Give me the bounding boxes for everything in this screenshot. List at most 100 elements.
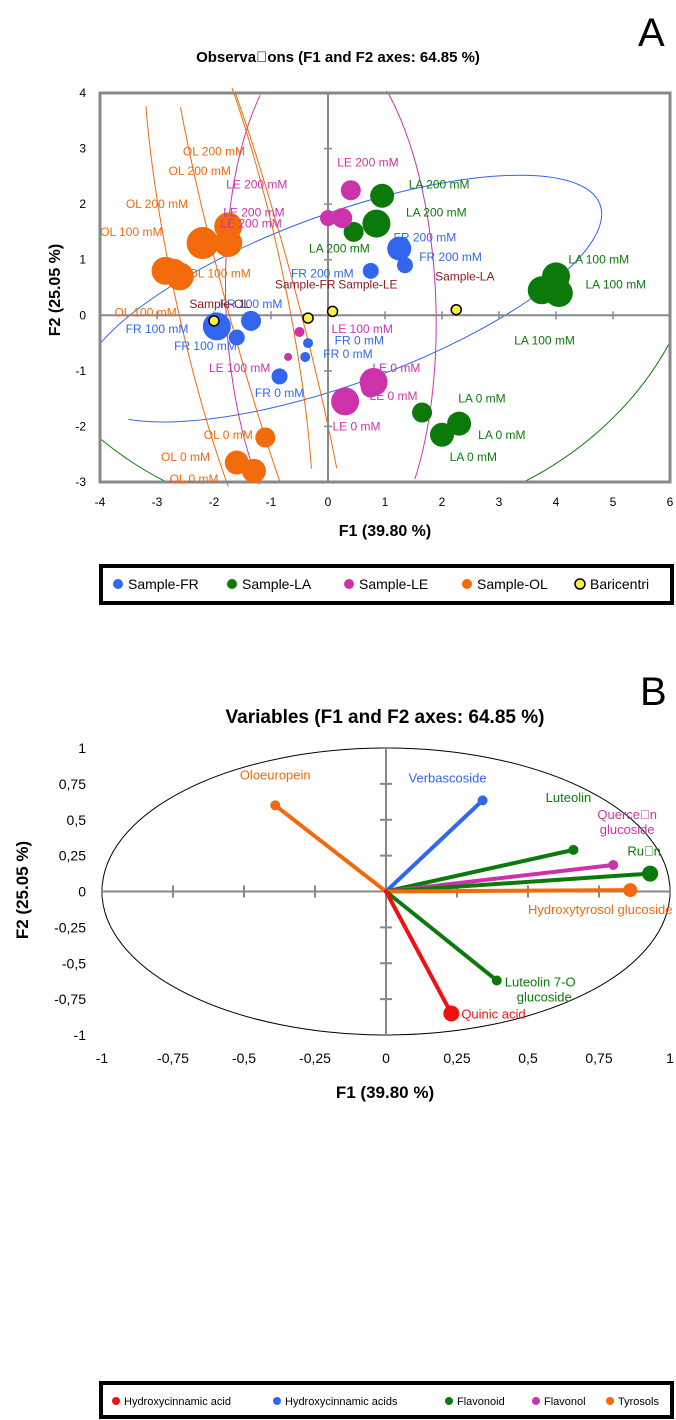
sample-point-fr [303,338,314,349]
legend-label-a: Sample-FR [128,576,199,592]
x-tick-label-b: 1 [666,1050,674,1066]
sample-point-le [331,387,360,416]
chart-b-title: Variables (F1 and F2 axes: 64.85 %) [226,707,545,728]
variable-label: Luteolin [546,790,592,805]
point-label-fr: FR 100 mM [174,339,237,353]
variable-label: Quinic acid [461,1006,525,1021]
variable-point [623,883,638,898]
variable-point [477,795,488,806]
variable-point [642,865,659,882]
y-tick-label-a: 2 [79,197,86,211]
point-label-ol: OL 100 mM [114,306,176,320]
legend-marker-a [462,579,472,589]
barycenter-point [302,312,314,324]
sample-point-le [284,352,293,361]
x-tick-label-a: -4 [95,495,106,509]
y-tick-label-b: -0,75 [54,991,86,1007]
variable-point [443,1005,460,1022]
point-label-ol: OL 100 mM [100,225,162,239]
legend-marker-a [113,579,123,589]
point-label-la: LA 100 mM [568,253,629,267]
legend-label-a: Sample-LA [242,576,312,592]
point-label-la: LA 0 mM [450,450,497,464]
point-label-la: LA 200 mM [309,242,370,256]
legend-marker-b [445,1397,453,1405]
sample-point-fr [396,257,413,274]
legend-marker-a [344,579,354,589]
point-label-fr: FR 100 mM [126,322,189,336]
legend-marker-b [532,1397,540,1405]
variable-label: Luteolin 7-O glucoside [505,974,576,1004]
panel-letter-a: A [638,11,665,55]
point-label-ol: OL 0 mM [161,450,210,464]
point-label-le: LE 0 mM [370,389,418,403]
x-tick-label-a: 6 [667,495,674,509]
point-label-le: LE 200 mM [337,155,398,169]
panel-letter-b: B [640,670,667,714]
confidence-ellipse-2 [142,5,314,505]
point-label-ol: OL 0 mM [170,472,219,486]
barycenter-point [326,305,339,318]
point-label-la: LA 100 mM [585,278,646,292]
variable-vector [384,871,653,894]
x-tick-label-a: 2 [439,495,446,509]
variable-vector [384,798,485,894]
point-label-ol: OL 200 mM [183,144,245,158]
sample-point-fr [362,262,379,279]
legend-label-b: Flavonoid [457,1396,505,1408]
sample-point-le [340,180,361,201]
x-axis-title-a: F1 (39.80 %) [339,523,431,540]
sample-point-ol [241,458,266,483]
sample-point-la [447,411,472,436]
sample-point-ol [162,258,187,283]
sample-point-ol [255,427,276,448]
x-tick-label-a: 3 [496,495,503,509]
variable-label: Oloeuropein [240,767,311,782]
variable-vector [384,888,633,894]
x-tick-label-b: 0 [382,1050,390,1066]
sample-point-la [362,209,391,238]
point-label-le: LE 100 mM [332,322,393,336]
x-tick-label-a: 4 [553,495,560,509]
legend-label-b: Flavonol [544,1396,586,1408]
legend-box-b [99,1381,674,1419]
point-label-fr: FR 100 mM [220,297,283,311]
x-tick-label-a: 5 [610,495,617,509]
sample-point-la [544,279,573,308]
point-label-fr: FR 0 mM [255,386,304,400]
y-axis-title-a: F2 (25.05 %) [47,244,64,336]
variable-point [491,975,502,986]
barycenter-point [208,315,220,327]
point-label-la: LA 200 mM [406,205,467,219]
point-label-fr: FR 200 mM [394,230,457,244]
y-tick-label-b: 1 [78,740,86,756]
point-label-le: LE 200 mM [226,178,287,192]
sample-point-le [360,377,381,398]
point-label-fr: FR 0 mM [335,333,384,347]
legend-label-a: Baricentri [590,576,649,592]
point-label-ol: OL 0 mM [204,428,253,442]
point-label-fr: FR 200 mM [291,267,354,281]
legend-label-a: Sample-LE [359,576,428,592]
y-tick-label-b: 0 [78,884,86,900]
legend-label-b: Hydroxycinnamic acid [124,1396,231,1408]
barycenter-label: Sample-FR [275,278,336,292]
variable-label: Verbascoside [409,770,487,785]
point-label-ol: OL 100 mM [189,267,251,281]
point-label-le: LE 100 mM [209,361,270,375]
variable-vector [384,847,576,894]
variable-label: Hydroxytyrosol glucoside [528,902,673,917]
point-label-le: LE 200 mM [220,217,281,231]
barycenter-label: Sample-LA [435,269,494,283]
sample-point-le [294,326,305,337]
x-tick-label-a: -1 [266,495,277,509]
sample-point-la [343,221,364,242]
point-label-fr: FR 0 mM [323,347,372,361]
x-tick-label-b: -0,75 [157,1050,189,1066]
sample-point-fr [271,368,288,385]
x-axis-title-b: F1 (39.80 %) [336,1083,434,1102]
sample-point-fr [241,310,262,331]
point-label-la: LA 0 mM [458,392,505,406]
sample-point-ol [214,229,243,258]
sample-point-la [430,422,454,447]
